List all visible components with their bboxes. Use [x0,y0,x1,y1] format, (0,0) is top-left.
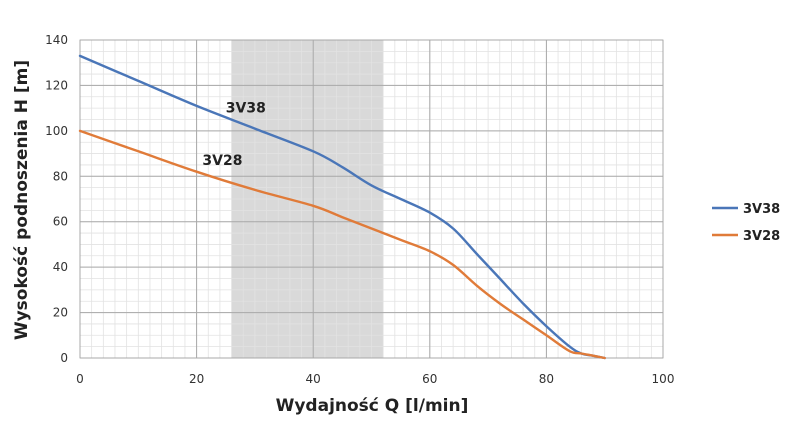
x-axis-ticks: 0 20 40 60 80 100 [76,372,674,386]
curve-label-3v38: 3V38 [226,101,266,117]
grid-major [79,39,664,359]
y-tick-label: 60 [53,215,68,229]
legend: 3V38 3V28 [712,202,780,244]
x-axis-title: Wydajność Q [l/min] [276,396,469,416]
y-tick-label: 100 [45,124,68,138]
y-tick-label: 140 [45,33,68,47]
x-tick-label: 0 [76,372,84,386]
x-tick-label: 100 [652,372,675,386]
y-tick-label: 40 [53,260,68,274]
x-tick-label: 60 [422,372,437,386]
curve-label-3v28: 3V28 [202,153,242,169]
x-tick-label: 80 [539,372,554,386]
legend-label-3v38: 3V38 [743,202,780,217]
x-tick-label: 40 [306,372,321,386]
curve-labels: 3V38 3V28 [202,101,265,169]
series-line-3v28 [78,129,606,360]
y-tick-label: 120 [45,78,68,92]
y-tick-label: 80 [53,169,68,183]
legend-label-3v28: 3V28 [743,229,780,244]
series-lines [78,54,606,360]
series-line-3v38 [78,54,606,360]
y-axis-title: Wysokość podnoszenia H [m] [12,60,32,340]
y-tick-label: 20 [53,306,68,320]
x-tick-label: 20 [189,372,204,386]
y-tick-label: 0 [60,351,68,365]
y-axis-ticks: 0 20 40 60 80 100 120 140 [45,33,68,365]
